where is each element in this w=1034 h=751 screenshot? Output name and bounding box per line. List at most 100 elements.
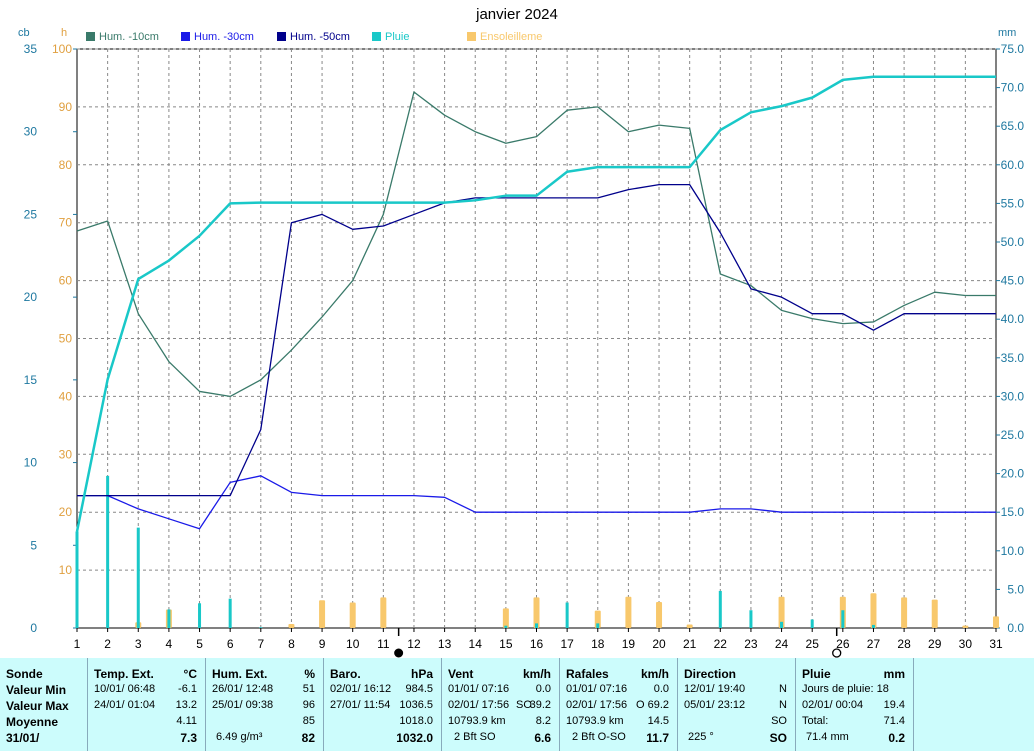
rain-bar <box>718 590 722 628</box>
vent-min-date: 01/01/ 07:16 <box>448 683 510 695</box>
direction-min: N <box>779 683 787 695</box>
sunshine-bar <box>319 600 326 628</box>
stats-panel-direction: Direction 12/01/ 19:40 N 05/01/ 23:12 N SO… <box>678 658 796 751</box>
mm-tick-label: 45.0 <box>1001 274 1025 288</box>
cb-tick-label: 35 <box>24 42 38 56</box>
full-moon-icon <box>832 648 842 658</box>
pluie-title: Pluie <box>802 667 831 681</box>
x-tick-label: 30 <box>959 637 973 651</box>
series-line-2 <box>77 184 996 497</box>
h-tick-label: 70 <box>59 216 73 230</box>
baro-max: 1036.5 <box>399 699 433 711</box>
mm-tick-label: 40.0 <box>1001 312 1025 326</box>
vent-beaufort: 2 Bft SO <box>454 731 496 743</box>
stats-panel-vent: Vent km/h 01/01/ 07:16 0.0 02/01/ 17:56 SO… <box>442 658 560 751</box>
pluie-total-label: Total: <box>802 715 829 727</box>
sunshine-bar <box>962 625 969 628</box>
pluie-month-total: 71.4 mm <box>806 731 849 743</box>
pluie-total: 71.4 <box>883 715 905 727</box>
sunshine-bar <box>931 599 938 628</box>
right-axis-label: mm <box>998 27 1017 39</box>
rain-bar <box>228 598 232 628</box>
x-tick-label: 25 <box>806 637 820 651</box>
x-tick-label: 18 <box>591 637 605 651</box>
hum-title: Hum. Ext. <box>212 667 268 681</box>
direction-max-date: 05/01/ 23:12 <box>684 699 746 711</box>
legend-item-hum-50: Hum. -50cm <box>277 31 350 43</box>
hum-absolute: 6.49 g/m³ <box>216 731 263 743</box>
sunshine-bar <box>901 597 908 628</box>
cb-tick-label: 30 <box>24 125 38 139</box>
pluie-days: Jours de pluie: 18 <box>802 683 889 695</box>
rain-bar <box>167 609 171 628</box>
h-tick-label: 100 <box>52 42 72 56</box>
mm-tick-label: 0.0 <box>1007 621 1024 635</box>
sunshine-bar <box>533 597 540 628</box>
stats-row-labels: Sonde Valeur Min Valeur Max Moyenne 31/0… <box>0 658 88 751</box>
vent-unit: km/h <box>522 667 551 681</box>
rain-bar <box>259 627 263 628</box>
direction-title: Direction <box>684 667 737 681</box>
x-tick-label: 22 <box>714 637 728 651</box>
x-tick-label: 21 <box>683 637 697 651</box>
temp-title: Temp. Ext. <box>94 667 154 681</box>
rafales-max-date: 02/01/ 17:56 <box>566 699 628 711</box>
h-tick-label: 40 <box>59 389 73 403</box>
rain-bar <box>535 623 538 628</box>
sunshine-bar <box>502 608 509 628</box>
h-tick-label: 80 <box>59 158 73 172</box>
rafales-unit: km/h <box>640 667 669 681</box>
row-label-sonde: Sonde <box>6 667 43 681</box>
vent-max-date: 02/01/ 17:56 <box>448 699 510 711</box>
hum-avg: 85 <box>302 715 315 727</box>
rain-bar <box>504 625 508 628</box>
baro-min: 984.5 <box>405 683 433 695</box>
chart-svg: 051015202530351020304050607080901000.05.… <box>24 42 1025 658</box>
pluie-max: 19.4 <box>883 699 905 711</box>
x-tick-label: 7 <box>257 637 264 651</box>
cb-tick-label: 15 <box>24 373 38 387</box>
rafales-current: 11.7 <box>646 731 669 745</box>
temp-max: 13.2 <box>175 699 197 711</box>
x-tick-label: 2 <box>104 637 111 651</box>
cb-tick-label: 0 <box>30 621 37 635</box>
x-tick-label: 3 <box>135 637 142 651</box>
pluie-max-date: 02/01/ 00:04 <box>802 699 864 711</box>
h-tick-label: 50 <box>59 332 73 346</box>
new-moon-icon <box>394 648 404 658</box>
x-tick-label: 19 <box>622 637 636 651</box>
x-tick-label: 8 <box>288 637 295 651</box>
rain-bar <box>106 475 110 628</box>
temp-min-date: 10/01/ 06:48 <box>94 683 156 695</box>
x-tick-label: 13 <box>438 637 452 651</box>
hum-max-date: 25/01/ 09:38 <box>212 699 274 711</box>
rafales-avg: 14.5 <box>647 715 669 727</box>
x-tick-label: 31 <box>989 637 1003 651</box>
vent-max-direction: SO <box>516 699 532 711</box>
sunshine-bar <box>686 624 693 628</box>
h-tick-label: 30 <box>59 447 73 461</box>
series-line-1 <box>77 475 996 530</box>
stats-panel-pluie: Pluie mm Jours de pluie: 18 02/01/ 00:04… <box>796 658 914 751</box>
vent-title: Vent <box>448 667 474 681</box>
rafales-distance: 10793.9 km <box>566 715 624 727</box>
mm-tick-label: 55.0 <box>1001 196 1025 210</box>
x-tick-label: 11 <box>377 637 390 651</box>
temp-max-date: 24/01/ 01:04 <box>94 699 156 711</box>
h-tick-label: 20 <box>59 505 73 519</box>
baro-max-date: 27/01/ 11:54 <box>330 699 391 711</box>
mm-tick-label: 15.0 <box>1001 505 1025 519</box>
temp-current: 7.3 <box>180 731 197 745</box>
vent-max: 39.2 <box>529 699 551 711</box>
vent-current: 6.6 <box>534 731 551 745</box>
rain-bar <box>136 527 140 628</box>
cb-tick-label: 5 <box>30 538 37 552</box>
x-tick-label: 28 <box>897 637 911 651</box>
temp-avg: 4.11 <box>176 715 197 727</box>
temp-unit: °C <box>183 667 197 681</box>
legend-item-hum-10: Hum. -10cm <box>86 31 159 43</box>
hum-unit: % <box>304 667 315 681</box>
x-tick-label: 27 <box>867 637 881 651</box>
mm-tick-label: 30.0 <box>1001 389 1025 403</box>
mm-tick-label: 65.0 <box>1001 119 1025 133</box>
